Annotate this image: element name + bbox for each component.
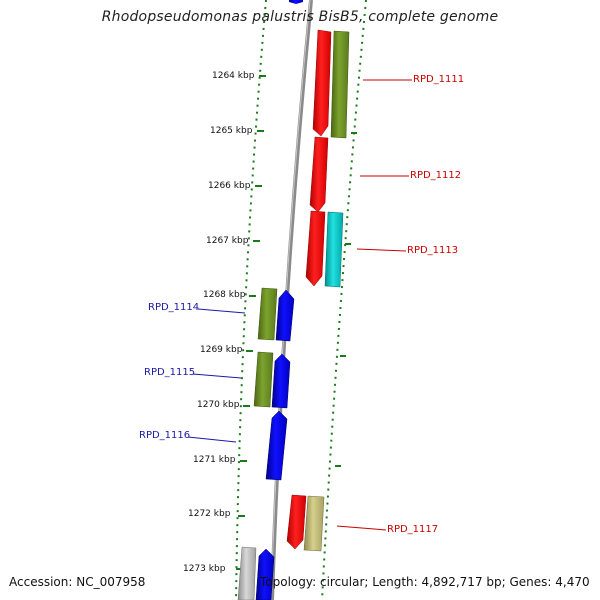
gene-partial-bottom-blue (255, 548, 275, 600)
gene-label-RPD_1114[interactable]: RPD_1114 (148, 302, 200, 313)
gene-label-RPD_1113[interactable]: RPD_1113 (407, 245, 459, 256)
tick-label: 1269 kbp (200, 345, 243, 355)
gene-RPD_1117 (286, 494, 307, 550)
gene-label-RPD_1111[interactable]: RPD_1111 (413, 74, 465, 85)
genome-stats-text: Topology: circular; Length: 4,892,717 bp… (260, 575, 590, 589)
gene-label-RPD_1117[interactable]: RPD_1117 (387, 524, 439, 535)
inner-ticks (236, 75, 266, 570)
outer-ring-boundary (321, 0, 367, 600)
tick-label: 1270 kbp (197, 400, 240, 410)
gene-RPD_1115-partner (253, 351, 274, 408)
gene-label-RPD_1112[interactable]: RPD_1112 (410, 170, 462, 181)
accession-text: Accession: NC_007958 (9, 575, 146, 589)
gene-RPD_1114 (275, 289, 295, 342)
gene-RPD_1113 (305, 210, 326, 287)
gene-RPD_1113-partner (324, 211, 344, 288)
gene-partial-top (289, 0, 303, 4)
tick-label: 1273 kbp (183, 564, 226, 574)
outer-ticks (335, 132, 357, 467)
gene-RPD_1111 (312, 29, 332, 137)
gene-RPD_1117-partner (303, 495, 325, 552)
tick-label: 1266 kbp (208, 181, 251, 191)
map-title: Rhodopseudomonas palustris BisB5, comple… (101, 9, 499, 25)
tick-label: 1267 kbp (206, 236, 249, 246)
inner-ring-boundary (235, 0, 267, 600)
gene-RPD_1112 (309, 136, 329, 213)
gene-label-RPD_1115[interactable]: RPD_1115 (144, 367, 196, 378)
gene-RPD_1115 (271, 353, 291, 409)
gene-partial-bottom-gray (237, 546, 257, 600)
tick-label: 1268 kbp (203, 290, 246, 300)
tick-label: 1271 kbp (193, 455, 236, 465)
gene-RPD_1116 (265, 410, 288, 481)
tick-label: 1272 kbp (188, 509, 231, 519)
gene-RPD_1111-partner (330, 30, 350, 139)
tick-label: 1265 kbp (210, 126, 253, 136)
reverse-leader-lines (187, 308, 246, 443)
gene-label-RPD_1116[interactable]: RPD_1116 (139, 430, 191, 441)
gene-RPD_1114-partner (257, 287, 278, 341)
forward-leader-lines (336, 79, 412, 531)
tick-label: 1264 kbp (212, 71, 255, 81)
